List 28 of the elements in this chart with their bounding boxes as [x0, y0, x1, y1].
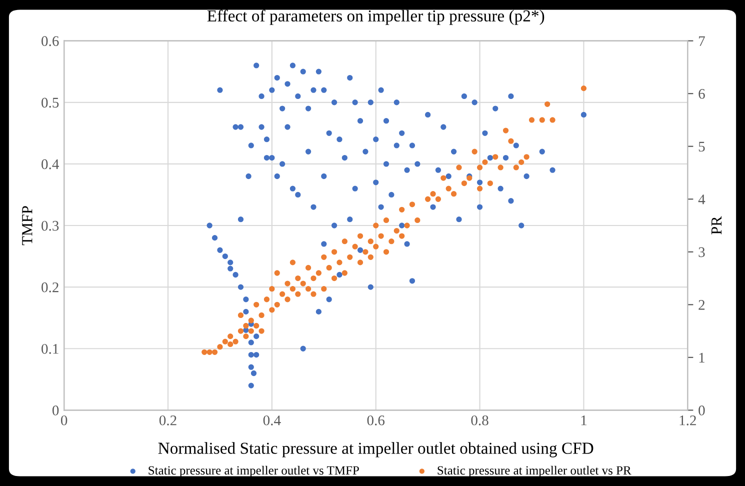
y-axis-title: TMFP [22, 206, 32, 246]
x-tick-label: 1.2 [680, 416, 696, 426]
y-tick-label: 0.3 [42, 220, 59, 231]
y2-tick-label: 1 [699, 352, 704, 362]
x-tick-label: 0.8 [471, 415, 488, 426]
x-tick-label: 0.6 [367, 415, 385, 426]
x-tick-label: 0.4 [263, 415, 281, 426]
y2-axis-title: PR [711, 216, 722, 234]
y-tick-label: 0.2 [42, 282, 58, 292]
y-tick-label: 0.6 [42, 36, 59, 46]
y-tick-label: 0 [52, 406, 59, 416]
y2-tick-label: 5 [698, 142, 705, 152]
chart-title: Effect of parameters on impeller tip pressure (p2*) [207, 10, 544, 25]
y-tick-label: 0.4 [42, 159, 59, 170]
y-tick-label: 0.5 [42, 98, 59, 108]
y2-tick-label: 0 [698, 406, 705, 416]
x-axis-title: Normalised Static pressure at impeller outlet obtained using CFD [158, 442, 594, 458]
y2-tick-label: 2 [698, 300, 705, 310]
x-tick-label: 0.2 [159, 415, 176, 426]
y2-tick-label: 6 [698, 88, 705, 99]
y-tick-label: 0.1 [42, 344, 58, 354]
x-tick-label: 0 [60, 415, 68, 426]
legend-label: Static pressure at impeller outlet vs TMFP [148, 466, 359, 478]
y2-tick-label: 4 [698, 194, 706, 204]
y2-tick-label: 3 [698, 247, 705, 258]
x-tick-label: 1 [581, 416, 586, 426]
y2-tick-label: 7 [699, 36, 705, 46]
legend-label: Static pressure at impeller outlet vs PR [438, 466, 632, 478]
